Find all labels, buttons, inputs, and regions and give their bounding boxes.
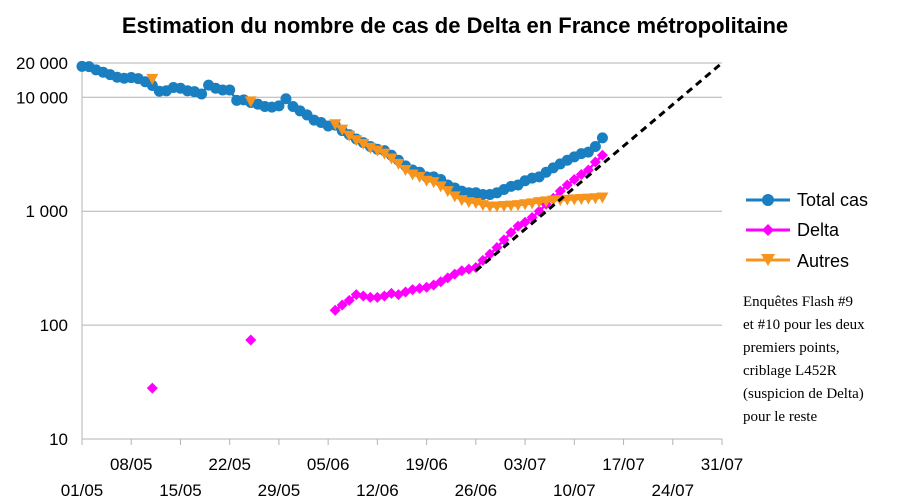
y-tick-label: 1 000 [25, 202, 68, 221]
data-point-total-cas [596, 132, 608, 144]
legend: Total cas Delta Autres [746, 190, 868, 271]
data-point-delta [561, 179, 573, 191]
data-point-autres [413, 171, 426, 183]
data-point-delta [568, 173, 580, 185]
note-line: Enquêtes Flash #9 [743, 294, 853, 310]
x-tick-label: 26/06 [455, 481, 498, 500]
x-tick-label: 08/05 [110, 455, 153, 474]
series-autres [146, 73, 609, 213]
data-point-delta [505, 227, 517, 239]
y-tick-label: 10 000 [16, 88, 68, 107]
data-point-delta [589, 156, 601, 168]
legend-label-total-cas: Total cas [797, 190, 868, 210]
y-tick-label: 20 000 [16, 54, 68, 73]
data-point-autres [350, 135, 363, 147]
data-point-delta [554, 185, 566, 197]
data-point-autres [385, 153, 398, 165]
legend-item-total-cas: Total cas [746, 190, 868, 210]
data-point-delta [329, 304, 341, 316]
x-tick-label: 01/05 [61, 481, 104, 500]
data-point-delta [343, 294, 355, 306]
trendline-layer [474, 61, 723, 272]
data-point-autres [343, 130, 356, 142]
x-tick-label: 10/07 [553, 481, 596, 500]
data-point-autres [146, 73, 159, 85]
legend-item-delta: Delta [746, 220, 840, 240]
data-point-delta [364, 291, 376, 303]
data-point-delta [596, 149, 608, 161]
data-point-delta [491, 242, 503, 254]
data-point-autres [512, 200, 525, 212]
x-tick-label: 29/05 [258, 481, 301, 500]
chart-title: Estimation du nombre de cas de Delta en … [122, 13, 788, 38]
data-point-total-cas [224, 84, 236, 96]
data-point-delta [350, 289, 362, 301]
data-point-autres [357, 138, 370, 150]
data-point-delta [146, 382, 158, 394]
data-point-total-cas [196, 88, 208, 100]
x-tick-label: 03/07 [504, 455, 547, 474]
x-tick-label: 24/07 [651, 481, 694, 500]
data-point-autres [441, 186, 454, 198]
note-line: et #10 pour les deux [743, 317, 865, 333]
legend-label-autres: Autres [797, 251, 849, 271]
data-point-autres [244, 96, 257, 108]
series-delta [146, 149, 608, 394]
data-point-delta [357, 290, 369, 302]
trendline-dashed [474, 61, 723, 272]
data-point-autres [392, 158, 405, 170]
data-point-autres [448, 191, 461, 203]
data-point-delta [519, 216, 531, 228]
data-point-delta [245, 334, 257, 346]
legend-label-delta: Delta [797, 220, 840, 240]
note-line: premiers points, [743, 340, 840, 356]
x-tick-label: 12/06 [356, 481, 399, 500]
data-point-autres [364, 142, 377, 154]
data-point-delta [407, 284, 419, 296]
data-point-total-cas [280, 93, 292, 105]
x-tick-label: 15/05 [159, 481, 202, 500]
legend-marker-autres [761, 254, 775, 266]
data-point-autres [434, 181, 447, 193]
data-point-autres [526, 198, 539, 210]
x-axis-tick-labels: 08/05 22/05 05/06 19/06 03/07 17/07 31/07 01/05… [61, 439, 744, 500]
x-tick-label: 31/07 [701, 455, 744, 474]
data-point-delta [371, 291, 383, 303]
x-tick-label: 17/07 [602, 455, 645, 474]
axes [81, 63, 722, 440]
data-point-delta [498, 234, 510, 246]
data-point-autres [336, 124, 349, 136]
grid-lines [82, 62, 722, 440]
y-tick-label: 100 [40, 316, 68, 335]
data-point-total-cas [273, 100, 285, 112]
legend-marker-delta [762, 224, 774, 236]
data-point-total-cas [589, 140, 601, 152]
y-tick-label: 10 [49, 430, 68, 449]
data-point-delta [484, 248, 496, 260]
data-point-autres [596, 192, 609, 204]
note-line: (suspicion de Delta) [743, 386, 864, 402]
series-layer [76, 60, 609, 394]
series-line-delta [334, 154, 604, 312]
legend-marker-total-cas [762, 194, 774, 206]
data-point-autres [371, 145, 384, 157]
data-point-autres [427, 177, 440, 189]
methodology-note: Enquêtes Flash #9 et #10 pour les deux p… [743, 291, 899, 429]
data-point-delta [582, 164, 594, 176]
data-point-delta [336, 299, 348, 311]
x-tick-label: 05/06 [307, 455, 350, 474]
x-tick-label: 19/06 [405, 455, 448, 474]
note-line: pour le reste [743, 409, 818, 425]
note-line: criblage L452R [743, 363, 837, 379]
data-point-autres [378, 148, 391, 160]
data-point-delta [414, 282, 426, 294]
data-point-autres [329, 119, 342, 131]
x-tick-label: 22/05 [208, 455, 251, 474]
data-point-autres [399, 164, 412, 176]
data-point-delta [385, 287, 397, 299]
legend-item-autres: Autres [746, 251, 849, 271]
data-point-delta [575, 168, 587, 180]
y-axis-tick-labels: 10 100 1 000 10 000 20 000 [16, 54, 68, 449]
